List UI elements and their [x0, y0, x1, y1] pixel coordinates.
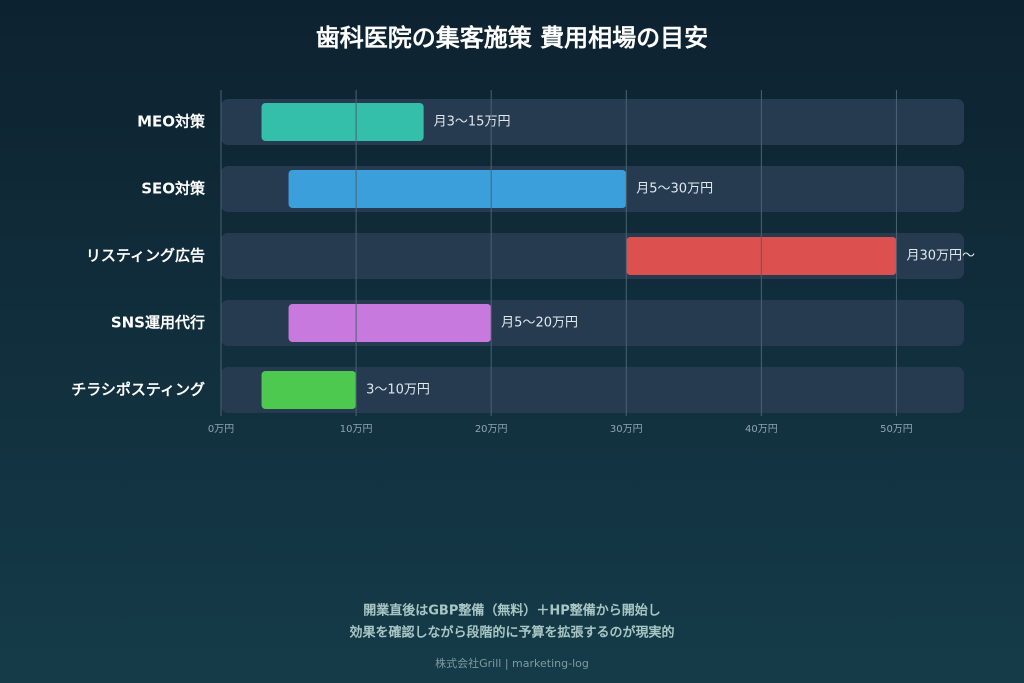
track [221, 367, 964, 413]
x-tick-label: 0万円 [208, 424, 234, 435]
bar [261, 371, 357, 409]
x-tick-label: 10万円 [340, 424, 373, 435]
y-tick-label: リスティング広告 [86, 247, 205, 265]
x-tick-label: 20万円 [475, 424, 508, 435]
x-tick-label: 40万円 [745, 424, 778, 435]
x-tick-label: 30万円 [610, 424, 643, 435]
x-tick-label: 50万円 [880, 424, 913, 435]
value-label: 月3〜15万円 [434, 115, 511, 130]
value-label: 月5〜20万円 [501, 316, 578, 331]
value-label: 月5〜30万円 [636, 182, 713, 197]
y-tick-label: SEO対策 [141, 180, 206, 198]
bar [288, 304, 492, 342]
chart-title: 歯科医院の集客施策 費用相場の目安 [316, 24, 708, 52]
y-tick-label: MEO対策 [137, 113, 206, 131]
y-tick-label: チラシポスティング [71, 381, 205, 399]
bar [288, 170, 627, 208]
y-tick-label: SNS運用代行 [111, 314, 205, 332]
source: 株式会社Grill | marketing-log [435, 656, 589, 670]
value-label: 月30万円〜 [906, 249, 975, 264]
bar [261, 103, 424, 141]
value-label: 3〜10万円 [366, 383, 430, 398]
note: 開業直後はGBP整備（無料）＋HP整備から開始し [363, 603, 661, 619]
note: 効果を確認しながら段階的に予算を拡張するのが現実的 [349, 625, 674, 641]
